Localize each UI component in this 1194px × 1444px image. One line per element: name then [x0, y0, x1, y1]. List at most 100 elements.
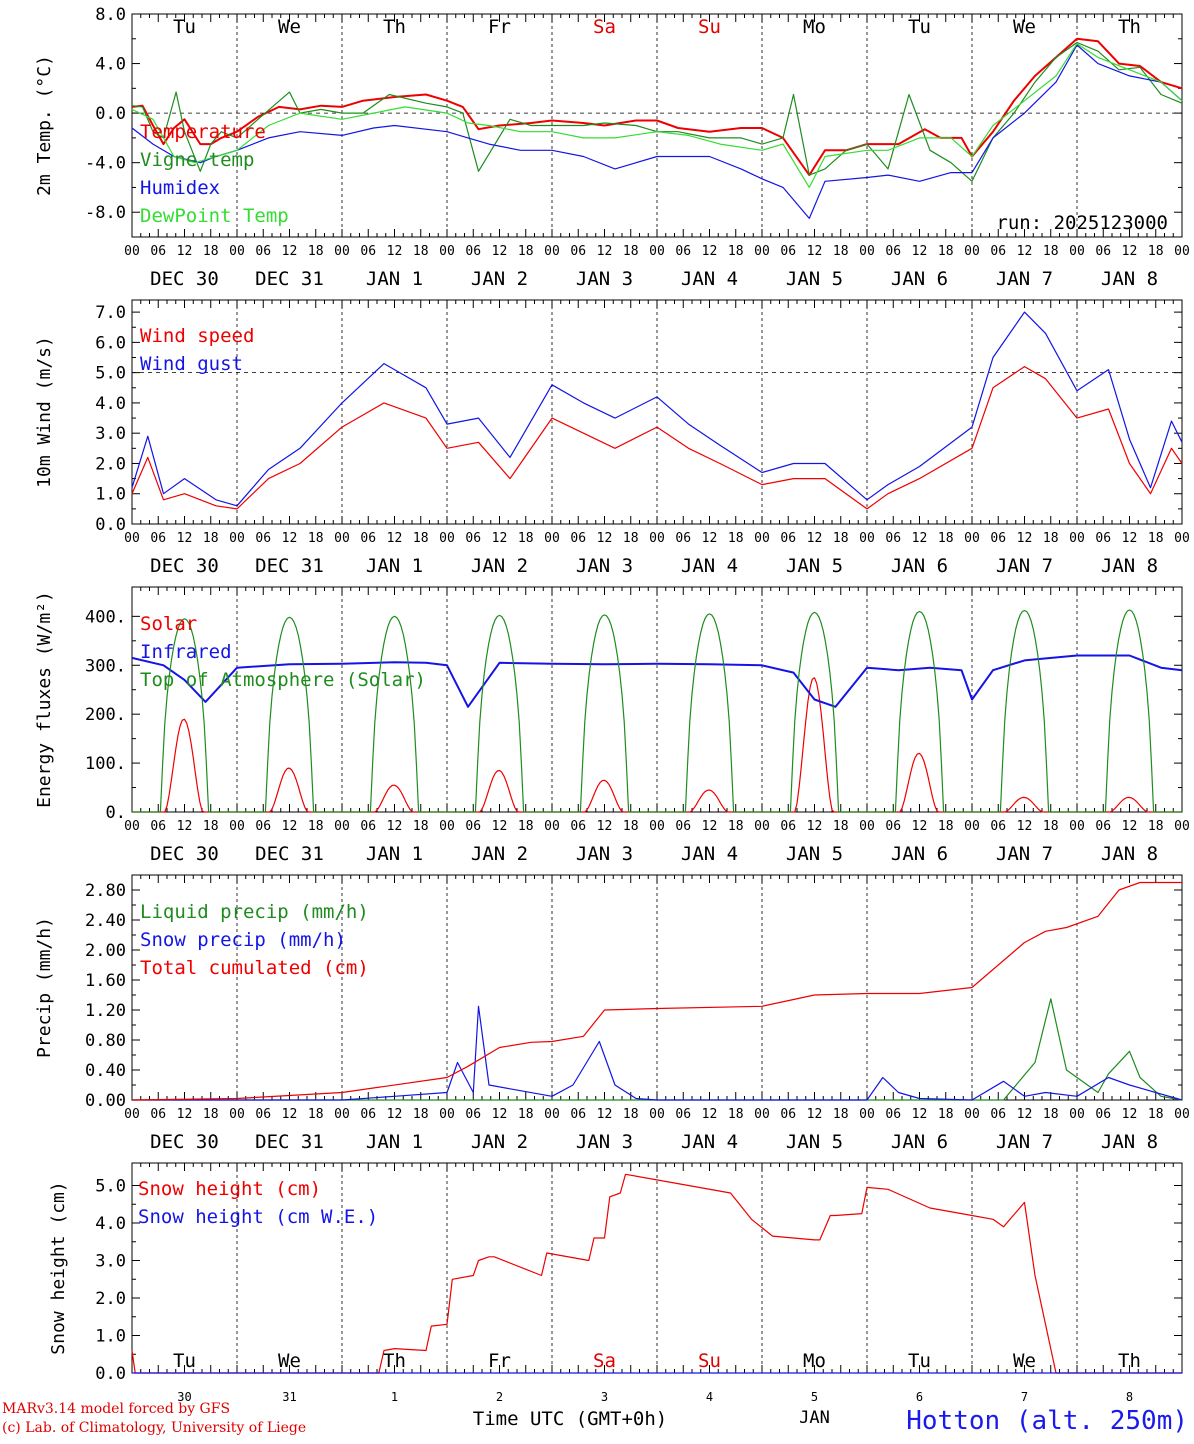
day-label: JAN 2 [471, 1131, 528, 1153]
day-label: JAN 7 [996, 555, 1053, 577]
hour-tick-label: 06 [675, 1107, 691, 1122]
hour-tick-label: 00 [544, 531, 560, 546]
hour-tick-label: 00 [124, 1107, 140, 1122]
hour-tick-label: 06 [990, 1107, 1006, 1122]
hour-tick-label: 18 [1148, 531, 1164, 546]
hour-tick-label: 12 [912, 1107, 928, 1122]
day-label: JAN 8 [1101, 268, 1158, 290]
day-label: JAN 1 [366, 843, 423, 865]
y-tick-label: -4.0 [85, 154, 126, 174]
y-tick-label: 3.0 [95, 424, 126, 444]
day-number-label: 5 [811, 1390, 818, 1404]
hour-tick-label: 12 [1017, 531, 1033, 546]
hour-tick-label: 00 [964, 531, 980, 546]
hour-tick-label: 00 [649, 819, 665, 834]
legend-entry: Solar [140, 613, 197, 635]
day-label: DEC 31 [255, 268, 324, 290]
hour-tick-label: 06 [1095, 1107, 1111, 1122]
hour-tick-label: 12 [597, 1107, 613, 1122]
day-label: JAN 8 [1101, 843, 1158, 865]
day-label: JAN 1 [366, 1131, 423, 1153]
y-tick-label: 3.0 [95, 1252, 126, 1272]
hour-tick-label: 12 [702, 1107, 718, 1122]
day-label: JAN 4 [681, 1131, 738, 1153]
y-tick-label: -8.0 [85, 203, 126, 223]
hour-tick-label: 00 [229, 1107, 245, 1122]
hour-tick-label: 06 [150, 819, 166, 834]
hour-tick-label: 18 [938, 531, 954, 546]
hour-tick-label: 00 [1174, 1107, 1190, 1122]
hour-tick-label: 00 [754, 819, 770, 834]
hour-tick-label: 00 [439, 531, 455, 546]
hour-tick-label: 18 [1148, 244, 1164, 259]
hour-tick-label: 06 [1095, 244, 1111, 259]
y-tick-label: 2.0 [95, 1289, 126, 1309]
hour-tick-label: 18 [518, 531, 534, 546]
day-label: DEC 31 [255, 843, 324, 865]
hour-tick-label: 00 [544, 819, 560, 834]
y-tick-label: 5.0 [95, 364, 126, 384]
hour-tick-label: 00 [229, 244, 245, 259]
hour-tick-label: 06 [360, 1107, 376, 1122]
hour-tick-label: 00 [964, 244, 980, 259]
hour-tick-label: 18 [1043, 1107, 1059, 1122]
hour-tick-label: 18 [623, 244, 639, 259]
panel-temp: 8.0 4.0 0.0 -4.0 -8.0 2m Temp. (°C) 00 06 12 18 00… [34, 5, 1190, 290]
hour-tick-label: 18 [1043, 819, 1059, 834]
day-label: JAN 6 [891, 1131, 948, 1153]
hour-tick-label: 06 [255, 819, 271, 834]
hour-tick-label: 18 [833, 244, 849, 259]
hour-tick-label: 00 [334, 531, 350, 546]
hour-tick-label: 12 [1017, 1107, 1033, 1122]
hour-tick-label: 12 [387, 1107, 403, 1122]
hour-tick-label: 06 [150, 244, 166, 259]
legend-entry: Wind speed [140, 325, 254, 347]
y-tick-label: 8.0 [95, 5, 126, 25]
hour-tick-label: 00 [859, 1107, 875, 1122]
weekday-label: We [278, 1350, 301, 1372]
series-liquid-precip-mm-h- [132, 998, 1183, 1101]
weekday-label: Mo [803, 1350, 826, 1372]
hour-tick-label: 18 [413, 819, 429, 834]
series-total-cumulated-cm- [131, 881, 1182, 1101]
hour-tick-label: 00 [649, 244, 665, 259]
hour-tick-label: 06 [990, 244, 1006, 259]
day-number-label: 31 [282, 1390, 296, 1404]
hour-tick-label: 18 [413, 244, 429, 259]
plot-frame [131, 586, 1183, 813]
hour-tick-label: 06 [570, 1107, 586, 1122]
weekday-label: Sa [593, 1350, 616, 1372]
series-wind-gust [131, 311, 1183, 507]
hour-tick-label: 00 [544, 1107, 560, 1122]
hour-tick-label: 18 [938, 1107, 954, 1122]
weekday-label: We [1013, 16, 1036, 38]
hour-tick-label: 18 [413, 531, 429, 546]
y-tick-label: 2.0 [95, 454, 126, 474]
hour-tick-label: 00 [334, 1107, 350, 1122]
hour-tick-label: 18 [518, 819, 534, 834]
y-tick-label: 100. [85, 754, 126, 774]
hour-tick-label: 18 [203, 1107, 219, 1122]
hour-tick-label: 06 [465, 531, 481, 546]
y-tick-label: 4.0 [95, 1214, 126, 1234]
day-number-label: 6 [916, 1390, 923, 1404]
hour-tick-label: 06 [675, 819, 691, 834]
hour-tick-label: 12 [807, 1107, 823, 1122]
y-axis-label: Energy fluxes (W/m²) [34, 591, 55, 808]
hour-tick-label: 06 [885, 1107, 901, 1122]
hour-tick-label: 12 [702, 531, 718, 546]
day-label: JAN 2 [471, 268, 528, 290]
hour-tick-label: 18 [518, 1107, 534, 1122]
hour-tick-label: 00 [124, 531, 140, 546]
hour-tick-label: 00 [439, 819, 455, 834]
run-label: run: 2025123000 [996, 212, 1168, 234]
time-axis-label: Time UTC (GMT+0h) [473, 1408, 667, 1430]
legend-entry: Liquid precip (mm/h) [140, 901, 369, 923]
weekday-label: Th [1118, 1350, 1141, 1372]
hour-tick-label: 18 [833, 1107, 849, 1122]
hour-tick-label: 12 [807, 531, 823, 546]
hour-tick-label: 12 [597, 531, 613, 546]
day-label: JAN 6 [891, 555, 948, 577]
hour-tick-label: 00 [229, 819, 245, 834]
y-tick-label: 1.60 [85, 971, 126, 991]
